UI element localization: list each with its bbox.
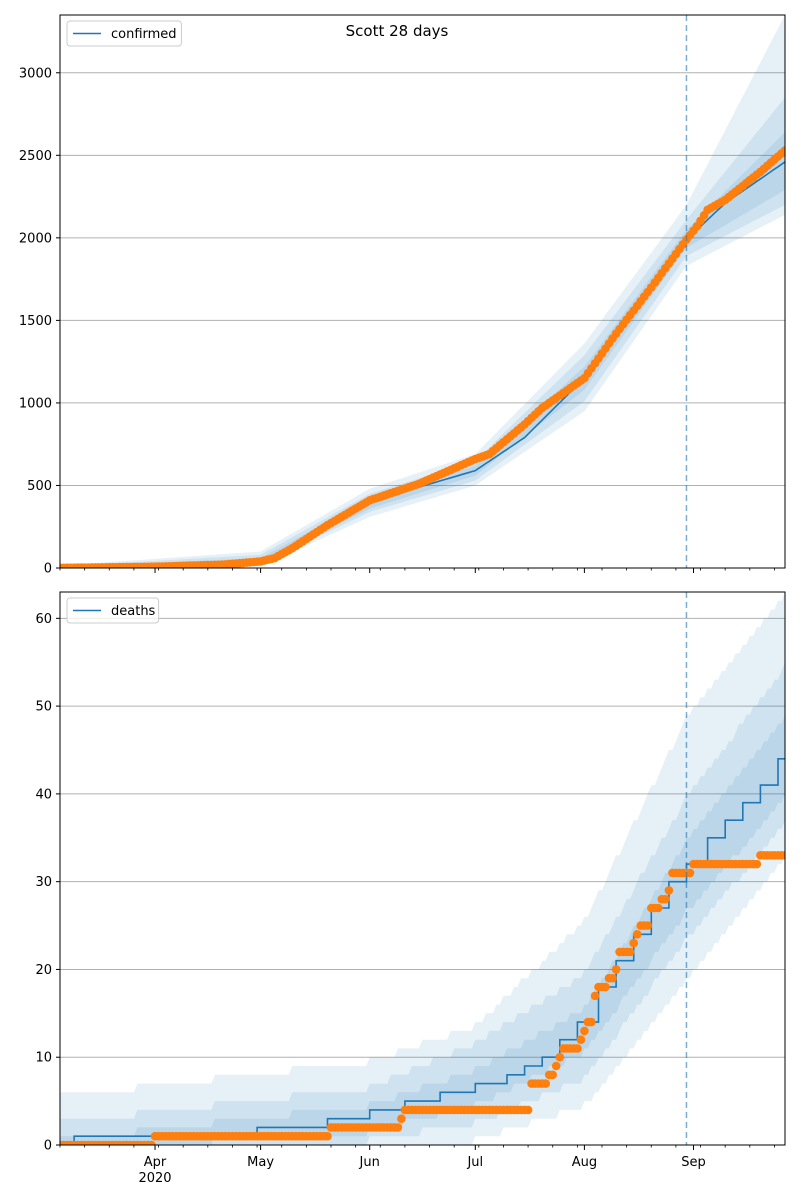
x-tick-label: Sep: [681, 1155, 706, 1170]
observed-point: [780, 146, 785, 155]
deaths-panel: 0 10 20 30 40 50 60 Apr May Jun Jul Aug Sep 2020 death…: [35, 591, 786, 1186]
x-tick-label: May: [247, 1155, 274, 1170]
observed-point: [601, 982, 610, 992]
observed-point: [541, 1079, 550, 1088]
observed-point: [664, 886, 674, 895]
model-line-deaths: [60, 758, 785, 1145]
y-tick-label: 10: [35, 1051, 52, 1066]
x-tick-label: Aug: [572, 1155, 597, 1170]
observed-point: [548, 1070, 557, 1080]
legend-box: [66, 20, 182, 47]
y-tick-label: 20: [35, 963, 52, 978]
uncertainty-band-inner: [60, 132, 785, 568]
y-tick-label: 0: [44, 1139, 52, 1154]
x-tick-label: Apr: [144, 1155, 167, 1170]
axes-frame: [59, 14, 786, 569]
uncertainty-band-outer: [60, 592, 785, 1145]
observed-point: [555, 1052, 565, 1062]
observed-point: [643, 921, 652, 930]
observed-point: [580, 1026, 589, 1036]
legend-label: confirmed: [111, 27, 177, 42]
observed-point: [393, 1123, 403, 1132]
observed-point: [611, 965, 621, 974]
legend: deaths: [66, 597, 160, 624]
observed-point: [587, 1017, 596, 1027]
observed-point: [323, 1131, 332, 1141]
y-tick-label: 30: [35, 875, 52, 890]
observed-point: [608, 973, 617, 983]
observed-point: [685, 868, 695, 878]
observed-point: [661, 894, 670, 904]
y-tick-label: 500: [27, 479, 52, 494]
observed-point: [523, 1105, 533, 1115]
x-year-label: 2020: [138, 1171, 171, 1186]
legend: confirmed: [66, 20, 182, 47]
x-tick-label: Jun: [359, 1155, 380, 1170]
y-tick-label: 1000: [19, 396, 52, 411]
observed-point: [551, 1061, 561, 1071]
observed-point: [752, 859, 762, 869]
y-tick-label: 0: [44, 562, 52, 577]
observed-point: [397, 1114, 406, 1123]
uncertainty-band-middle: [60, 662, 785, 1145]
observed-point: [590, 991, 600, 1001]
observed-point: [654, 903, 663, 913]
axes-frame: [59, 591, 786, 1146]
y-tick-label: 2000: [19, 231, 52, 246]
legend-label: deaths: [111, 604, 156, 619]
y-tick-label: 3000: [19, 66, 52, 81]
observed-point: [573, 1044, 582, 1053]
y-tick-label: 60: [35, 612, 52, 627]
y-tick-label: 50: [35, 700, 52, 715]
observed-point: [147, 1140, 156, 1145]
observed-point: [780, 851, 785, 860]
observed-point: [629, 938, 638, 948]
uncertainty-band-outer: [60, 15, 785, 568]
observed-point: [625, 947, 635, 957]
plot-area: [60, 592, 785, 1145]
y-tick-label: 1500: [19, 314, 52, 329]
y-tick-label: 40: [35, 787, 52, 802]
plot-area: [60, 15, 785, 568]
x-tick-label: Jul: [466, 1155, 483, 1170]
confirmed-panel: 0 500 1000 1500 2000 2500 3000 confirmed: [19, 14, 786, 577]
observed-point: [576, 1035, 586, 1044]
legend-box: [66, 597, 160, 624]
y-tick-label: 2500: [19, 149, 52, 164]
observed-point: [632, 930, 642, 939]
uncertainty-band-inner: [60, 714, 785, 1145]
figure-title: Scott 28 days: [346, 22, 449, 40]
